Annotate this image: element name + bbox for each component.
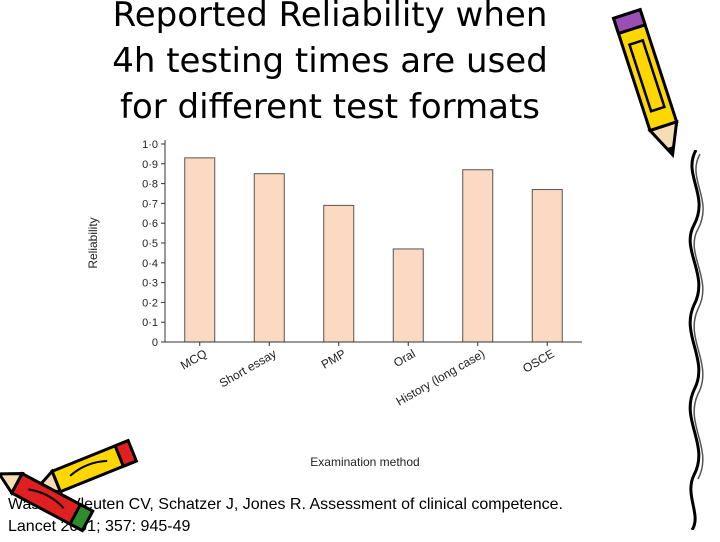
title-line-3: for different test formats (119, 87, 541, 127)
y-tick-label: 0·4 (142, 258, 158, 270)
bar-mcq (184, 157, 216, 343)
y-tick-label: 0·5 (142, 238, 158, 250)
x-tick-label: Oral (391, 346, 418, 369)
bar-pmp (323, 204, 355, 343)
bar-osce (531, 189, 563, 343)
pencils-icon (0, 438, 139, 533)
y-tick-label: 0 (152, 337, 158, 349)
citation-line-1: Wass V, Vleuten CV, Schatzer J, Jones R.… (8, 496, 563, 513)
slide-title: Reported Reliability when 4h testing tim… (40, 0, 620, 130)
y-tick-label: 1·0 (142, 139, 158, 151)
x-tick-label: PMP (319, 346, 349, 371)
y-axis-title: Reliability (86, 217, 100, 268)
pencil-icon (611, 7, 679, 159)
squiggle-line-icon (688, 150, 704, 530)
bar-short-essay (253, 173, 285, 343)
x-axis-title: Examination method (310, 455, 419, 469)
title-line-1: Reported Reliability when (112, 0, 548, 35)
y-tick-label: 0·1 (142, 317, 158, 329)
y-tick-label: 0·2 (142, 297, 158, 309)
y-tick-label: 0·8 (142, 179, 158, 191)
citation-line-2: Lancet 2001; 357: 945-49 (8, 518, 191, 535)
title-line-2: 4h testing times are used (112, 41, 548, 81)
y-tick-label: 0·9 (142, 159, 158, 171)
bars-layer (184, 157, 563, 343)
citation: Wass V, Vleuten CV, Schatzer J, Jones R.… (8, 494, 708, 538)
x-tick-label: MCQ (178, 346, 209, 372)
bar-oral (392, 248, 424, 343)
bar-history-long-case (462, 169, 494, 343)
y-tick-label: 0·6 (142, 218, 158, 230)
x-tick-label: OSCE (520, 346, 556, 375)
y-tick-label: 0·7 (142, 198, 158, 210)
y-tick-label: 0·3 (142, 278, 158, 290)
x-tick-label: Short essay (217, 346, 279, 390)
